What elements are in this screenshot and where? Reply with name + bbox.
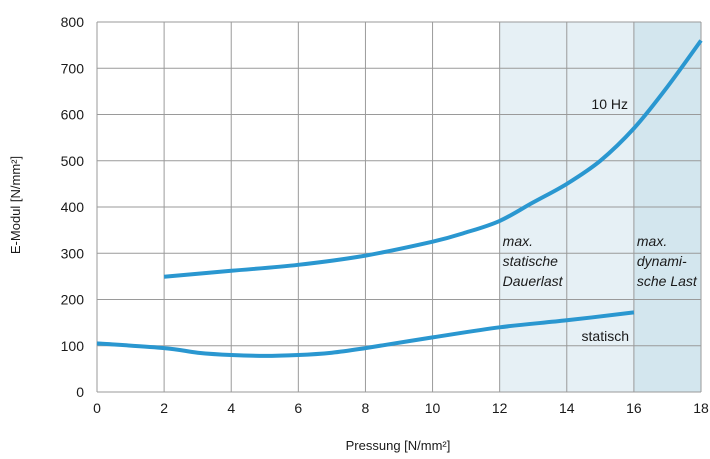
y-tick-label-6: 600	[61, 107, 85, 123]
x-axis-label: Pressung [N/mm²]	[346, 438, 451, 453]
x-tick-label-5: 10	[425, 400, 441, 416]
x-tick-label-9: 18	[693, 400, 709, 416]
x-tick-label-3: 6	[294, 400, 302, 416]
series-label-0: 10 Hz	[591, 96, 628, 112]
y-tick-label-8: 800	[61, 14, 85, 30]
x-tick-label-4: 8	[362, 400, 370, 416]
y-tick-label-7: 700	[61, 60, 85, 76]
ticks-layer: 0 2 4 6 8 10 12 14 16 18 0 100 200 300 400 500 600 700 800	[61, 14, 709, 416]
y-tick-label-5: 500	[61, 153, 85, 169]
y-tick-label-2: 200	[61, 292, 85, 308]
x-tick-label-0: 0	[93, 400, 101, 416]
zone-label-line-1-1: dynami-	[637, 253, 687, 269]
zone-label-line-0-2: Dauerlast	[503, 273, 564, 289]
zone-label-1: max. dynami-sche Last	[637, 233, 698, 289]
series-line-0	[163, 39, 703, 279]
y-tick-label-3: 300	[61, 245, 85, 261]
x-tick-label-1: 2	[160, 400, 168, 416]
series-label-1: statisch	[582, 328, 629, 344]
y-tick-label-4: 400	[61, 199, 85, 215]
zone-label-line-0-1: statische	[503, 253, 558, 269]
y-tick-label-0: 0	[76, 384, 84, 400]
x-tick-label-7: 14	[559, 400, 575, 416]
series-line-1	[96, 310, 635, 358]
x-tick-label-6: 12	[492, 400, 508, 416]
zone-label-0: max. statische Dauerlast	[503, 233, 564, 289]
y-tick-label-1: 100	[61, 338, 85, 354]
labels-layer: Pressung [N/mm²] E-Modul [N/mm²] max. sta…	[8, 156, 698, 453]
y-axis-label: E-Modul [N/mm²]	[8, 156, 23, 254]
zone-label-line-1-2: sche Last	[637, 273, 698, 289]
x-tick-label-2: 4	[227, 400, 235, 416]
zone-label-line-0-0: max.	[503, 233, 533, 249]
x-tick-label-8: 16	[626, 400, 642, 416]
series-layer: 10 Hz statisch	[96, 39, 703, 358]
zone-label-line-1-0: max.	[637, 233, 667, 249]
